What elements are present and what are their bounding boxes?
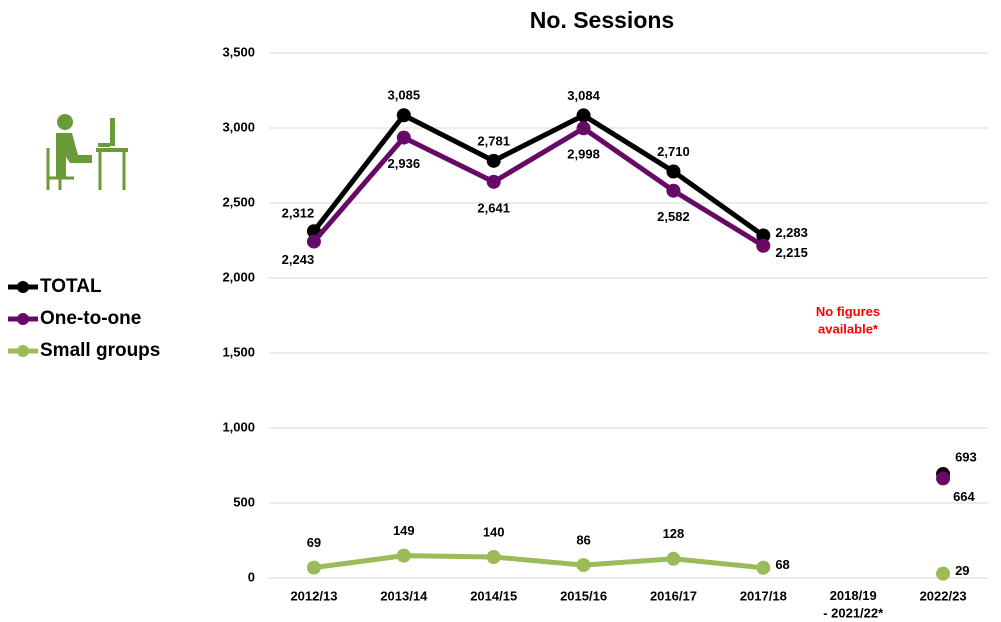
x-tick-label: 2016/17 <box>650 588 697 603</box>
series-line <box>313 553 764 571</box>
annotation: No figures available* <box>816 304 880 337</box>
marker <box>486 550 501 564</box>
data-label: 2,998 <box>567 147 600 162</box>
data-label: 149 <box>393 523 415 538</box>
data-label: 3,085 <box>388 88 421 103</box>
y-tick-label: 3,500 <box>222 44 255 59</box>
legend-label: One-to-one <box>40 308 141 329</box>
marker <box>306 560 321 575</box>
series-line <box>311 112 765 238</box>
marker <box>936 566 951 581</box>
marker <box>486 174 501 189</box>
data-label: 2,243 <box>282 252 315 267</box>
data-label: 3,084 <box>567 88 600 103</box>
marker <box>936 471 951 486</box>
y-tick-label: 1,000 <box>222 419 255 434</box>
x-tick-label: 2018/19- 2021/22* <box>823 588 884 621</box>
legend-label: TOTAL <box>40 276 102 297</box>
marker <box>666 183 681 198</box>
marker <box>756 560 771 575</box>
data-label: 2,936 <box>388 156 421 171</box>
data-label: 2,312 <box>282 206 315 221</box>
data-label: 2,582 <box>657 209 690 224</box>
y-tick-label: 3,000 <box>222 119 255 134</box>
y-tick-label: 1,500 <box>222 344 255 359</box>
chart-title: No. Sessions <box>530 7 674 33</box>
x-tick-label: 2014/15 <box>470 588 517 603</box>
series-line <box>312 125 765 248</box>
x-tick-label: 2012/13 <box>290 588 337 603</box>
data-label: 29 <box>955 563 969 578</box>
marker <box>396 108 411 123</box>
y-tick-label: 0 <box>248 569 255 584</box>
desk-icon <box>46 114 128 190</box>
marker <box>756 238 771 253</box>
data-label: 2,283 <box>775 225 808 240</box>
data-label: 664 <box>953 489 975 504</box>
data-label: 2,710 <box>657 144 690 159</box>
marker <box>576 108 591 123</box>
marker <box>306 234 321 249</box>
data-label: 140 <box>483 524 505 539</box>
marker <box>666 164 681 179</box>
data-label: 2,215 <box>775 245 808 260</box>
marker <box>396 548 411 563</box>
legend-label: Small groups <box>40 340 160 361</box>
x-tick-label: 2015/16 <box>560 588 607 603</box>
marker <box>666 551 681 566</box>
legend-marker <box>17 313 29 325</box>
x-tick-label: 2017/18 <box>740 588 787 603</box>
data-label: 2,781 <box>477 133 510 148</box>
y-tick-label: 2,000 <box>222 269 255 284</box>
x-tick-label: 2022/23 <box>920 588 967 603</box>
data-label: 128 <box>663 526 685 541</box>
legend-marker <box>17 345 29 357</box>
marker <box>396 130 411 145</box>
marker <box>486 153 501 168</box>
data-label: 68 <box>775 557 789 572</box>
data-label: 2,641 <box>477 200 510 215</box>
legend-marker <box>17 281 29 293</box>
data-label: 69 <box>307 535 321 550</box>
x-tick-label: 2013/14 <box>380 588 428 603</box>
data-label: 693 <box>955 449 977 464</box>
y-tick-label: 2,500 <box>222 194 255 209</box>
marker <box>756 228 771 243</box>
y-tick-label: 500 <box>233 494 255 509</box>
marker <box>576 558 591 573</box>
marker <box>576 121 591 136</box>
data-label: 86 <box>576 533 590 548</box>
